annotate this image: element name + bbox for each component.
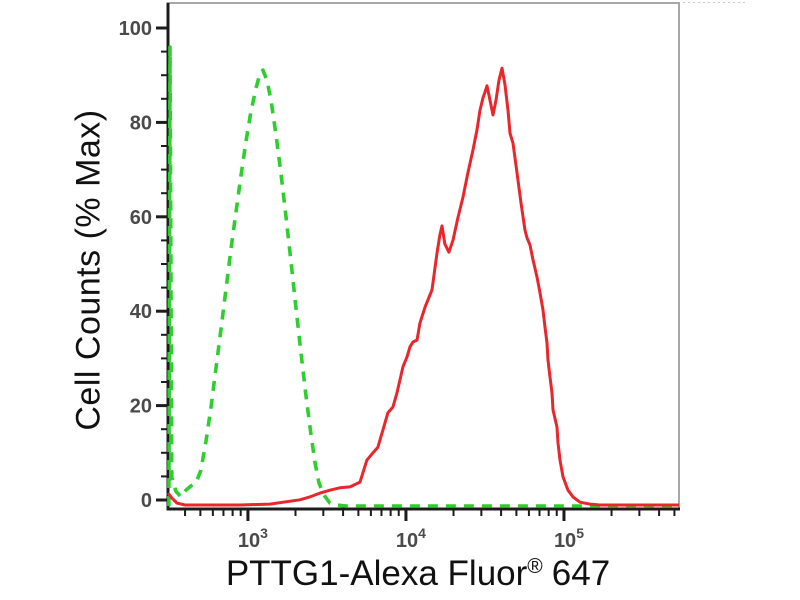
y-tick-label: 100 — [119, 18, 152, 40]
y-tick-label: 80 — [130, 112, 152, 134]
y-tick-label: 0 — [141, 490, 152, 512]
x-axis-title-text: PTTG1-Alexa Fluor — [225, 554, 528, 593]
series-red-solid — [166, 66, 679, 507]
x-tick-label: 104 — [396, 525, 426, 552]
x-tick-label: 103 — [238, 525, 268, 552]
x-axis-title-number: 647 — [551, 554, 611, 593]
x-axis-title: PTTG1-Alexa Fluor® 647 — [226, 554, 610, 594]
x-tick-label: 105 — [554, 525, 584, 552]
y-tick-label: 60 — [130, 207, 152, 229]
registered-trademark-icon: ® — [527, 555, 543, 578]
y-tick-label: 40 — [130, 301, 152, 323]
series-green-dashed — [167, 45, 679, 508]
y-tick-label: 20 — [130, 396, 152, 418]
y-axis-title: Cell Counts (% Max) — [69, 109, 108, 431]
